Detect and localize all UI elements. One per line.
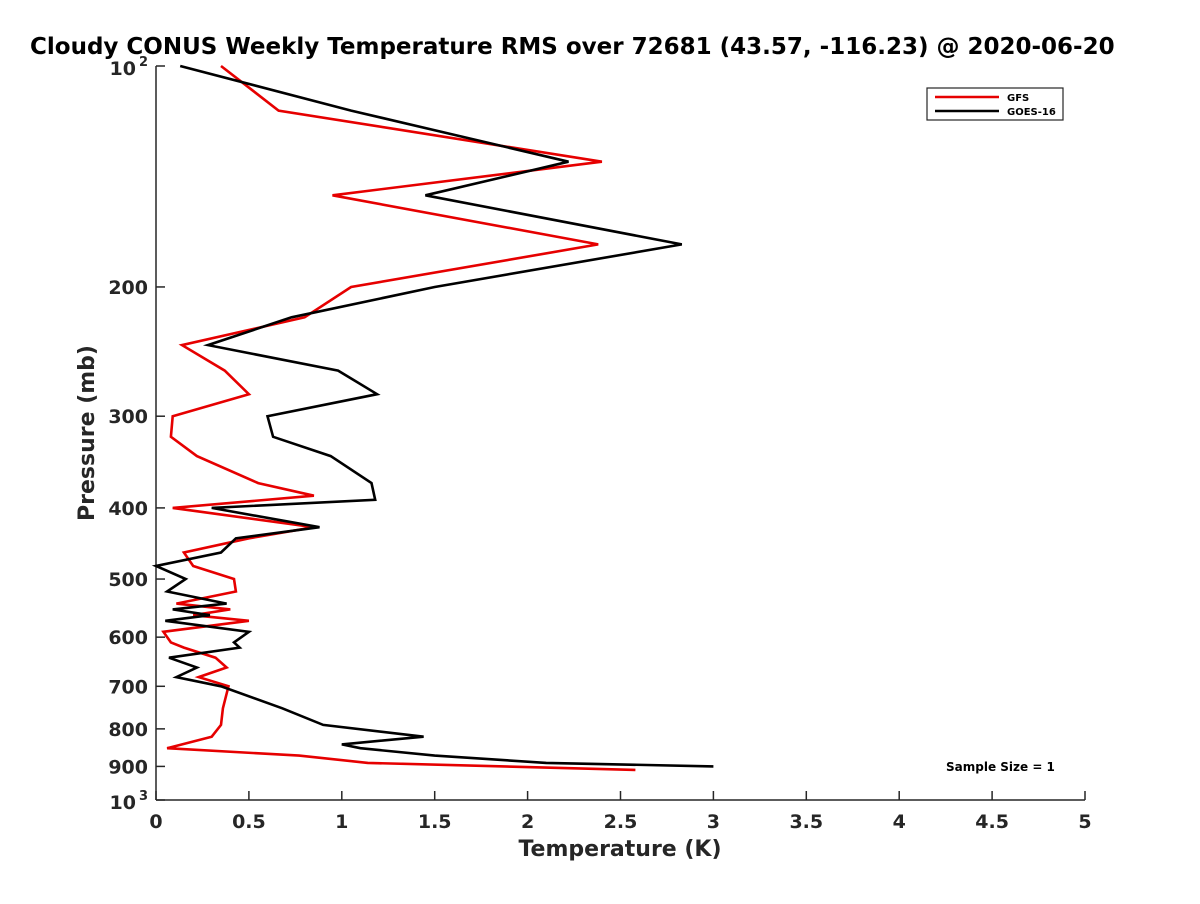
y-tick-label: 700 bbox=[108, 676, 148, 698]
x-tick-label: 5 bbox=[1078, 811, 1091, 833]
y-tick-label: 200 bbox=[108, 277, 148, 299]
plot-area: 0 0.5 1 1.5 2 2.5 3 3.5 4 4.5 510 22003004005006007… bbox=[108, 55, 1091, 833]
x-tick-label: 1 bbox=[335, 811, 348, 833]
series-line-goes-16 bbox=[151, 64, 714, 768]
x-tick-label: 1.5 bbox=[418, 811, 452, 833]
y-tick-label: 400 bbox=[108, 498, 148, 520]
y-tick-label: 600 bbox=[108, 627, 148, 649]
y-tick-label: 10 bbox=[110, 58, 136, 80]
x-tick-label: 2 bbox=[521, 811, 534, 833]
x-tick-label: 3.5 bbox=[789, 811, 823, 833]
legend: GFS GOES-16 bbox=[926, 87, 1064, 121]
x-tick-label: 0 bbox=[149, 811, 162, 833]
x-tick-label: 4 bbox=[893, 811, 906, 833]
y-axis-label: Pressure (mb) bbox=[75, 345, 100, 521]
x-tick-label: 3 bbox=[707, 811, 720, 833]
series-line-gfs bbox=[161, 64, 636, 772]
x-tick-label: 4.5 bbox=[975, 811, 1009, 833]
y-tick-label: 300 bbox=[108, 406, 148, 428]
chart-title: Cloudy CONUS Weekly Temperature RMS over… bbox=[30, 34, 1115, 60]
x-tick-label: 2.5 bbox=[604, 811, 638, 833]
y-tick-label: 900 bbox=[108, 756, 148, 778]
legend-box bbox=[926, 87, 1064, 121]
x-axis-label: Temperature (K) bbox=[518, 837, 721, 862]
y-tick-exponent: 2 bbox=[139, 55, 148, 70]
legend-label: GFS bbox=[1007, 93, 1029, 104]
y-tick-label: 500 bbox=[108, 569, 148, 591]
y-tick-exponent: 3 bbox=[139, 789, 148, 804]
y-tick-label: 800 bbox=[108, 719, 148, 741]
sample-size-annotation: Sample Size = 1 bbox=[946, 760, 1055, 774]
y-tick-label: 10 bbox=[110, 792, 136, 814]
legend-label: GOES-16 bbox=[1007, 107, 1056, 118]
x-tick-label: 0.5 bbox=[232, 811, 266, 833]
